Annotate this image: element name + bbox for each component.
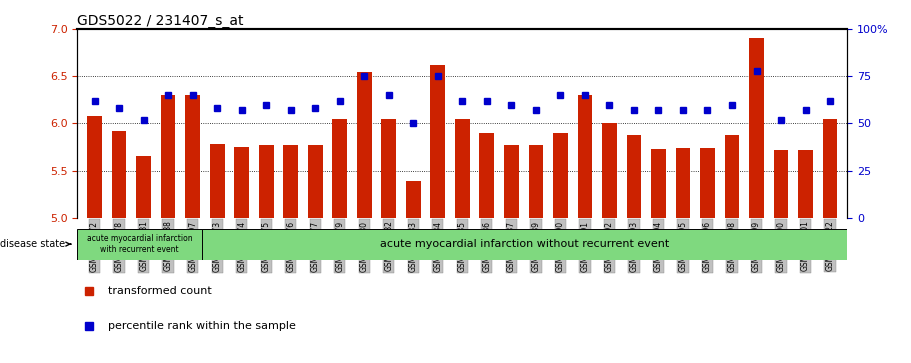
Bar bbox=[504, 145, 518, 218]
Bar bbox=[308, 145, 322, 218]
Bar bbox=[357, 72, 372, 218]
Bar bbox=[77, 229, 201, 260]
Bar bbox=[112, 131, 127, 218]
Bar bbox=[259, 145, 273, 218]
Bar bbox=[283, 145, 298, 218]
Bar bbox=[160, 95, 176, 218]
Bar bbox=[201, 229, 847, 260]
Bar bbox=[578, 95, 592, 218]
Text: transformed count: transformed count bbox=[108, 286, 211, 296]
Bar bbox=[823, 119, 837, 218]
Bar bbox=[431, 65, 445, 218]
Bar bbox=[773, 150, 788, 218]
Bar bbox=[87, 116, 102, 218]
Text: acute myocardial infarction
with recurrent event: acute myocardial infarction with recurre… bbox=[87, 234, 192, 254]
Text: disease state: disease state bbox=[0, 239, 71, 249]
Bar bbox=[701, 148, 715, 218]
Bar bbox=[137, 156, 151, 218]
Bar bbox=[724, 135, 740, 218]
Bar bbox=[798, 150, 813, 218]
Bar bbox=[676, 148, 691, 218]
Text: GDS5022 / 231407_s_at: GDS5022 / 231407_s_at bbox=[77, 14, 244, 28]
Bar bbox=[528, 145, 543, 218]
Bar bbox=[333, 119, 347, 218]
Bar bbox=[185, 95, 200, 218]
Bar bbox=[749, 38, 764, 218]
Bar bbox=[479, 133, 494, 218]
Text: percentile rank within the sample: percentile rank within the sample bbox=[108, 321, 296, 331]
Bar bbox=[210, 144, 224, 218]
Bar bbox=[382, 119, 396, 218]
Text: acute myocardial infarction without recurrent event: acute myocardial infarction without recu… bbox=[380, 239, 669, 249]
Bar bbox=[651, 149, 666, 218]
Bar bbox=[627, 135, 641, 218]
Bar bbox=[234, 147, 249, 218]
Bar bbox=[602, 123, 617, 218]
Bar bbox=[406, 181, 421, 218]
Bar bbox=[455, 119, 470, 218]
Bar bbox=[553, 133, 568, 218]
